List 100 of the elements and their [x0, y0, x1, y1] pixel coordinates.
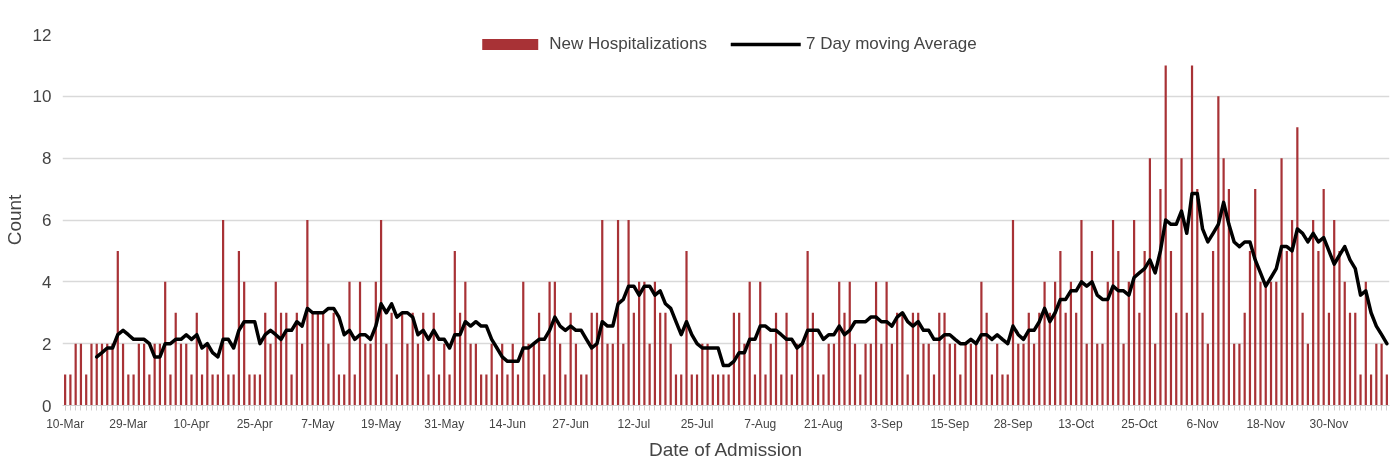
bar: [506, 374, 509, 406]
bar: [290, 374, 293, 406]
bar: [1359, 374, 1362, 406]
bar: [527, 343, 530, 406]
legend-label: 7 Day moving Average: [806, 34, 977, 54]
bar: [1348, 312, 1352, 406]
bar: [1064, 312, 1067, 406]
x-tick-label: 10-Mar: [46, 416, 85, 431]
bar: [332, 312, 335, 406]
bar: [922, 343, 925, 406]
bar: [1280, 158, 1283, 406]
bar: [980, 281, 983, 406]
bar: [248, 374, 251, 406]
bar: [685, 250, 688, 406]
bar: [1185, 312, 1188, 406]
bar: [132, 374, 135, 406]
x-axis-title: Date of Admission: [648, 438, 803, 460]
bar: [1201, 312, 1204, 406]
line-series: [94, 191, 1389, 368]
y-tick-label: 10: [32, 87, 52, 107]
bar: [406, 343, 409, 406]
x-tick-label: 15-Sep: [930, 416, 970, 431]
bar: [1138, 312, 1141, 406]
x-tick-label: 6-Nov: [1186, 416, 1219, 431]
bar: [1338, 250, 1341, 406]
bar: [706, 343, 709, 406]
bar: [1248, 250, 1252, 406]
x-tick-label: 10-Apr: [173, 416, 210, 431]
x-tick-label: 25-Apr: [236, 416, 273, 431]
bar: [627, 220, 630, 406]
bar: [1380, 343, 1383, 406]
y-axis-title: Count: [3, 193, 25, 246]
x-tick-label: 3-Sep: [870, 416, 903, 431]
bar: [1343, 281, 1346, 406]
x-tick-label: 25-Oct: [1121, 416, 1159, 431]
bar: [69, 374, 72, 406]
bar: [427, 374, 430, 406]
bar: [469, 343, 472, 406]
x-tick-label: 7-May: [301, 416, 335, 431]
y-tick-label: 0: [42, 396, 52, 416]
x-tick-label: 14-Jun: [489, 416, 526, 431]
y-tick-label: 6: [42, 211, 52, 230]
bar: [764, 374, 767, 406]
bar: [1175, 312, 1178, 406]
x-tick-label: 21-Aug: [804, 416, 843, 431]
x-tick-label: 25-Jul: [680, 416, 714, 431]
bar: [369, 343, 372, 406]
bar: [585, 374, 588, 406]
x-tick-label: 28-Sep: [993, 416, 1033, 431]
bar: [1259, 281, 1262, 406]
bar: [1285, 250, 1288, 406]
bar: [1243, 312, 1246, 406]
bar: [190, 374, 193, 406]
bar: [111, 343, 114, 406]
bar: [785, 312, 788, 406]
bar: [1275, 281, 1278, 406]
bar: [1080, 220, 1083, 406]
bar: [485, 374, 488, 406]
bar: [1317, 250, 1320, 406]
bar: [864, 343, 867, 406]
legend-label: New Hospitalizations: [549, 34, 708, 54]
bar: [1301, 312, 1304, 406]
bar: [1001, 374, 1004, 406]
bar: [327, 343, 330, 406]
bar: [1101, 343, 1104, 406]
y-tick-label: 4: [42, 272, 52, 292]
bar: [211, 374, 214, 406]
bar: [606, 343, 609, 406]
bar: [448, 374, 451, 406]
bar: [390, 312, 393, 406]
bar: [1269, 281, 1273, 406]
bar: [632, 312, 635, 406]
x-tick-label: 7-Aug: [744, 416, 777, 431]
bar: [1238, 343, 1241, 406]
bar: [1122, 343, 1125, 406]
x-tick-label: 30-Nov: [1309, 416, 1349, 431]
bar: [548, 281, 551, 406]
bar: [843, 312, 846, 406]
bar: [664, 312, 667, 406]
bar: [1043, 281, 1046, 406]
x-tick-label: 27-Jun: [552, 416, 590, 431]
bar: [1180, 158, 1183, 406]
x-tick-label: 13-Oct: [1058, 416, 1095, 431]
bar: [1327, 312, 1331, 406]
bar: [169, 374, 172, 406]
y-tick-label: 2: [42, 334, 52, 354]
bar: [943, 312, 946, 406]
bar: [269, 343, 272, 406]
y-tick-label: 12: [32, 25, 52, 45]
bar: [1075, 312, 1078, 406]
x-tick-label: 31-May: [424, 416, 465, 431]
bar: [348, 281, 351, 406]
bar: [659, 312, 662, 406]
bar: [1022, 343, 1025, 406]
bar: [90, 343, 93, 406]
bar: [822, 374, 825, 406]
y-tick-label: 8: [42, 149, 52, 169]
bar: [1211, 250, 1215, 406]
bar: [1169, 250, 1173, 406]
x-tick-label: 19-May: [361, 416, 402, 431]
